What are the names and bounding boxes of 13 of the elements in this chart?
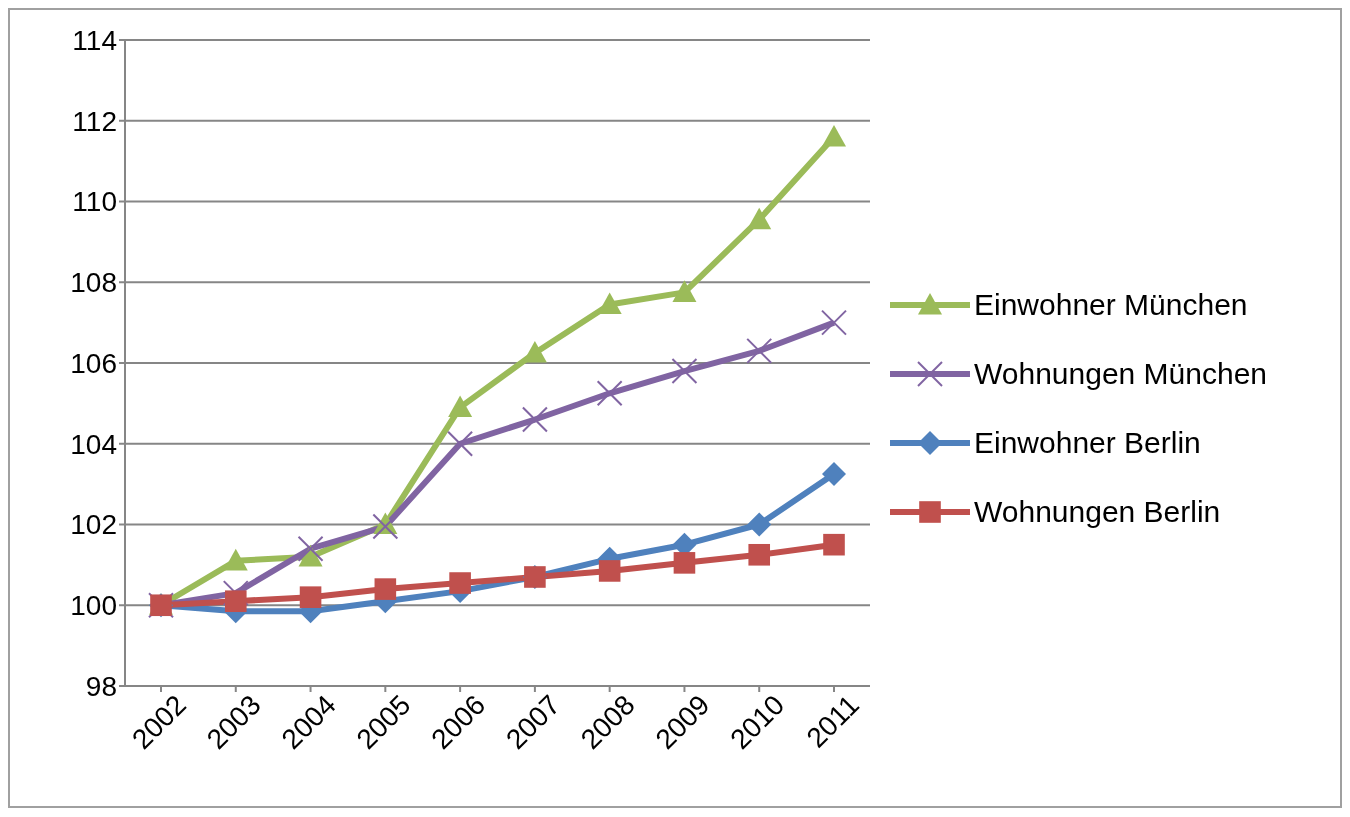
y-tick-label: 100: [70, 590, 117, 622]
legend-label: Einwohner München: [974, 287, 1248, 322]
y-tick-label: 98: [85, 670, 117, 702]
legend-label: Wohnungen Berlin: [974, 494, 1221, 529]
y-tick-label: 110: [72, 186, 117, 218]
y-tick-label: 112: [72, 105, 117, 137]
y-tick-label: 114: [72, 24, 117, 56]
y-tick-label: 106: [70, 347, 117, 379]
legend-label: Wohnungen München: [974, 356, 1267, 391]
legend-label: Einwohner Berlin: [974, 425, 1201, 460]
y-tick-label: 104: [70, 428, 117, 460]
y-tick-label: 102: [70, 509, 117, 541]
y-tick-label: 108: [70, 267, 117, 299]
